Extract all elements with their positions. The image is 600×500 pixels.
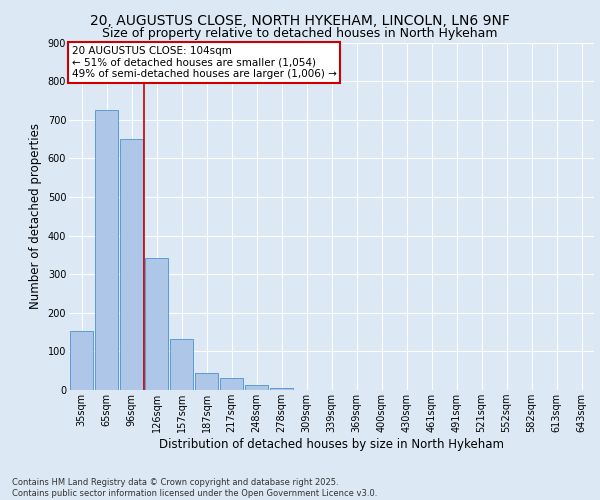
Bar: [70, 332, 93, 390]
Bar: [95, 110, 118, 390]
Text: Contains HM Land Registry data © Crown copyright and database right 2025.
Contai: Contains HM Land Registry data © Crown c…: [12, 478, 377, 498]
Bar: [220, 378, 243, 390]
X-axis label: Distribution of detached houses by size in North Hykeham: Distribution of detached houses by size …: [159, 438, 504, 451]
Text: 20 AUGUSTUS CLOSE: 104sqm
← 51% of detached houses are smaller (1,054)
49% of se: 20 AUGUSTUS CLOSE: 104sqm ← 51% of detac…: [71, 46, 337, 79]
Y-axis label: Number of detached properties: Number of detached properties: [29, 123, 42, 309]
Text: 20, AUGUSTUS CLOSE, NORTH HYKEHAM, LINCOLN, LN6 9NF: 20, AUGUSTUS CLOSE, NORTH HYKEHAM, LINCO…: [90, 14, 510, 28]
Bar: [145, 258, 168, 390]
Bar: [195, 373, 218, 390]
Bar: [245, 386, 268, 390]
Bar: [270, 388, 293, 390]
Text: Size of property relative to detached houses in North Hykeham: Size of property relative to detached ho…: [102, 28, 498, 40]
Bar: [170, 338, 193, 390]
Bar: [120, 139, 143, 390]
